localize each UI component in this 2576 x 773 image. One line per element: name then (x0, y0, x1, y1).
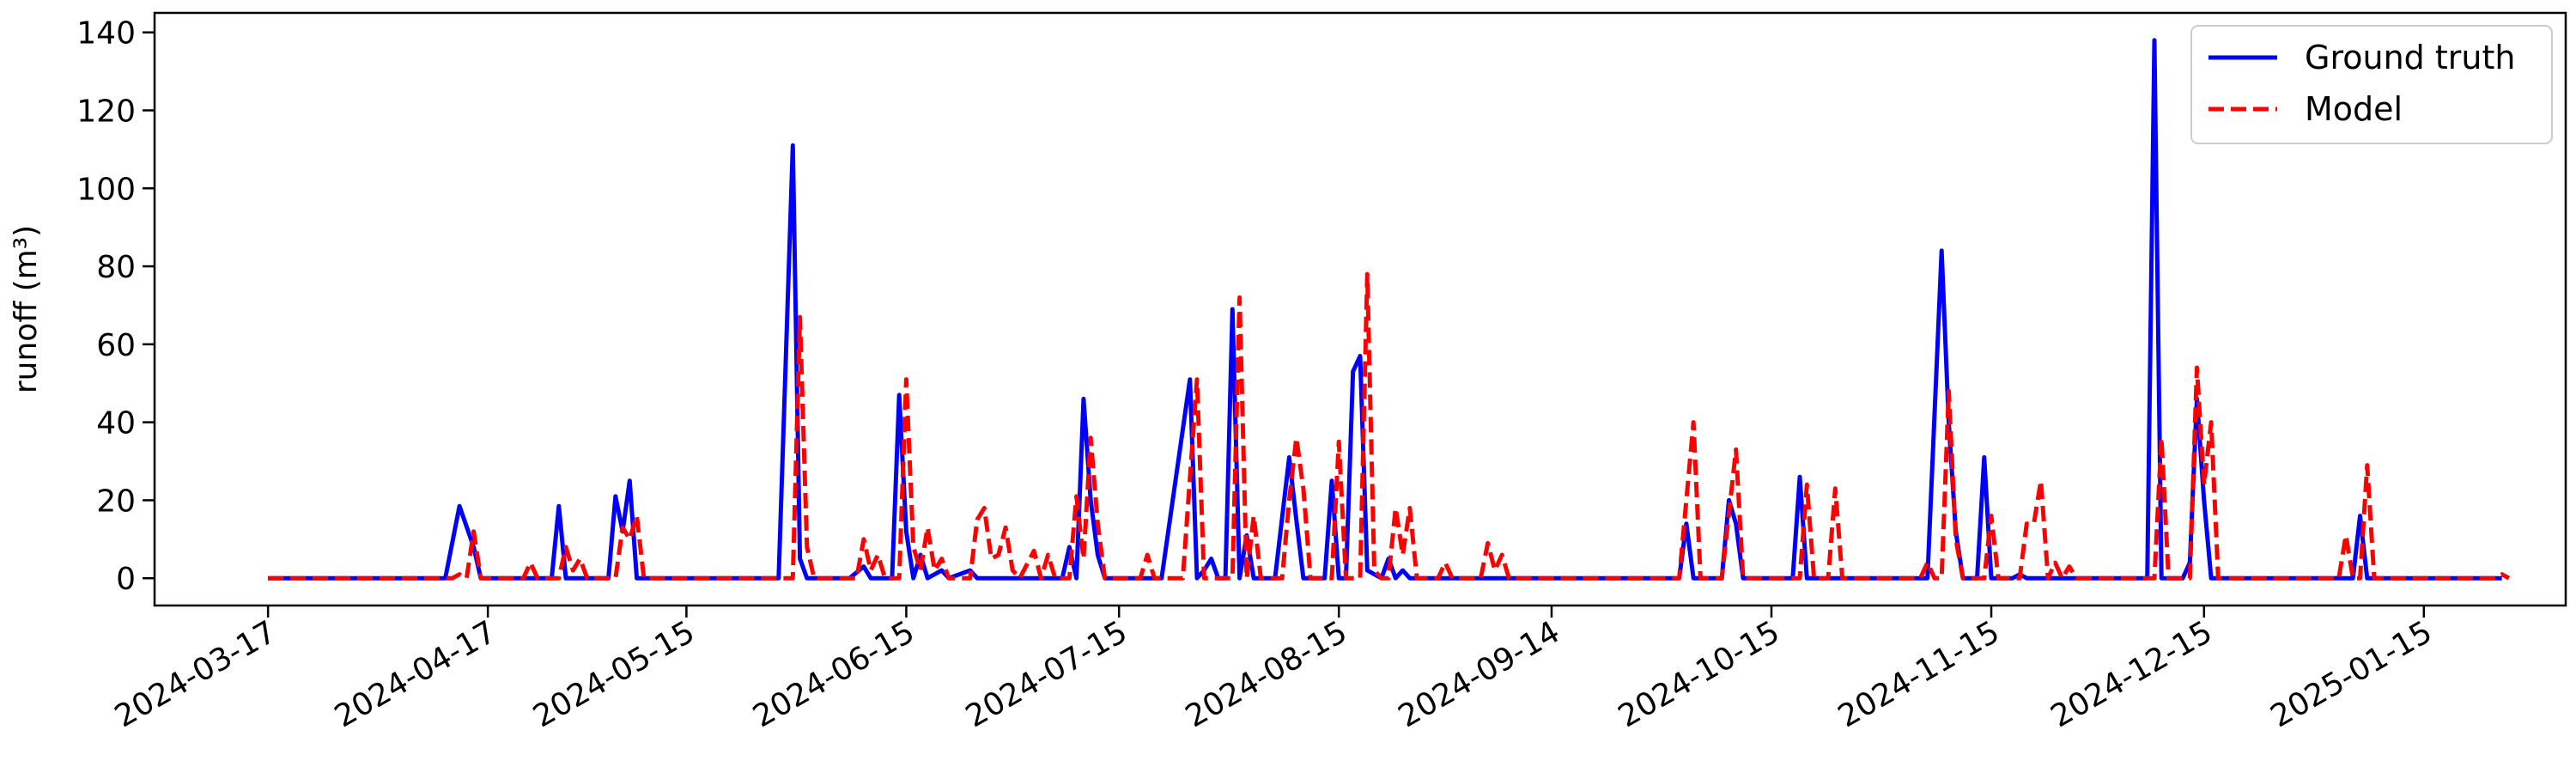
y-tick-label: 120 (76, 94, 136, 129)
series-line-ground-truth (268, 38, 2502, 581)
legend-box (2190, 25, 2553, 144)
y-tick-label: 20 (96, 484, 136, 519)
x-tick-label: 2024-11-15 (1832, 614, 2006, 734)
plot-frame (153, 11, 2567, 607)
y-tick-label: 140 (76, 16, 136, 52)
x-tick-label: 2024-10-15 (1613, 614, 1786, 734)
x-tick-label: 2024-05-15 (527, 614, 701, 734)
x-tick-label: 2024-03-17 (109, 614, 283, 734)
y-axis-ticks: 0 20 40 60 80 100 120 140 (76, 16, 155, 597)
series-line-model (268, 271, 2511, 581)
x-tick-label: 2025-01-15 (2265, 614, 2439, 734)
legend: Ground truth Model (2190, 25, 2553, 144)
legend-label-ground-truth: Ground truth (2305, 39, 2515, 76)
x-tick-label: 2024-06-15 (747, 614, 920, 734)
y-tick-label: 40 (96, 406, 136, 441)
x-axis-ticks: 2024-03-17 2024-04-17 2024-05-15 2024-06-15… (109, 606, 2438, 734)
y-tick-label: 60 (96, 328, 136, 363)
y-axis-label: runoff (m³) (9, 225, 44, 393)
x-tick-label: 2024-07-15 (960, 614, 1133, 734)
y-tick-label: 80 (96, 250, 136, 285)
y-tick-label: 0 (116, 562, 136, 597)
x-tick-label: 2024-04-17 (329, 614, 502, 734)
x-tick-label: 2024-08-15 (1180, 614, 1353, 734)
legend-label-model: Model (2305, 90, 2403, 128)
y-tick-label: 100 (76, 172, 136, 207)
series-layer (268, 38, 2511, 581)
x-tick-label: 2024-09-14 (1393, 614, 1566, 734)
x-tick-label: 2024-12-15 (2045, 614, 2219, 734)
